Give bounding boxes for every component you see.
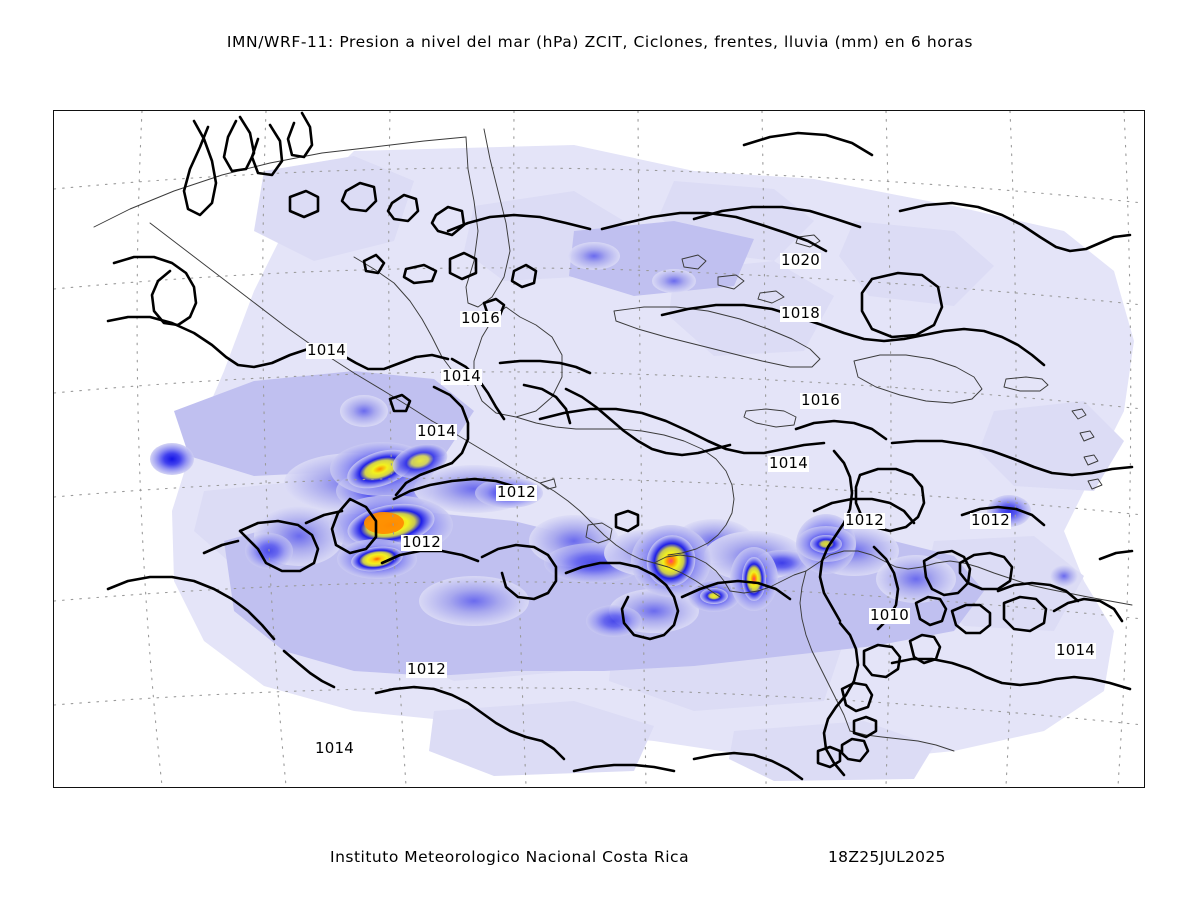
footer-institute-label: Instituto Meteorologico Nacional Costa R… <box>330 848 690 866</box>
isobar-label: 1012 <box>970 511 1011 529</box>
weather-map-panel: 1014 1016 1014 1020 1018 1016 1014 1012 … <box>53 110 1145 788</box>
isobar-label: 1018 <box>780 304 821 322</box>
isobar-label: 1012 <box>406 660 447 678</box>
isobar-label: 1014 <box>768 454 809 472</box>
footer-timestamp-label: 18Z25JUL2025 <box>828 848 946 866</box>
isobar-label: 1014 <box>416 422 457 440</box>
isobar-label: 1014 <box>306 341 347 359</box>
isobar-label: 1016 <box>460 309 501 327</box>
precip-intense-cores <box>329 442 1078 612</box>
isobar-label: 1014 <box>314 739 355 757</box>
isobar-label: 1014 <box>441 367 482 385</box>
weather-map-canvas <box>54 111 1143 786</box>
isobar-label: 1010 <box>869 606 910 624</box>
isobar-label: 1012 <box>401 533 442 551</box>
isobar-label: 1012 <box>496 483 537 501</box>
precipitation-field <box>150 145 1134 781</box>
isobar-label: 1012 <box>844 511 885 529</box>
isobar-label: 1016 <box>800 391 841 409</box>
isobars <box>106 111 1134 781</box>
coastlines <box>93 128 1133 752</box>
isobar-label: 1020 <box>780 251 821 269</box>
page-title: IMN/WRF-11: Presion a nivel del mar (hPa… <box>226 33 974 51</box>
isobar-label: 1014 <box>1055 641 1096 659</box>
